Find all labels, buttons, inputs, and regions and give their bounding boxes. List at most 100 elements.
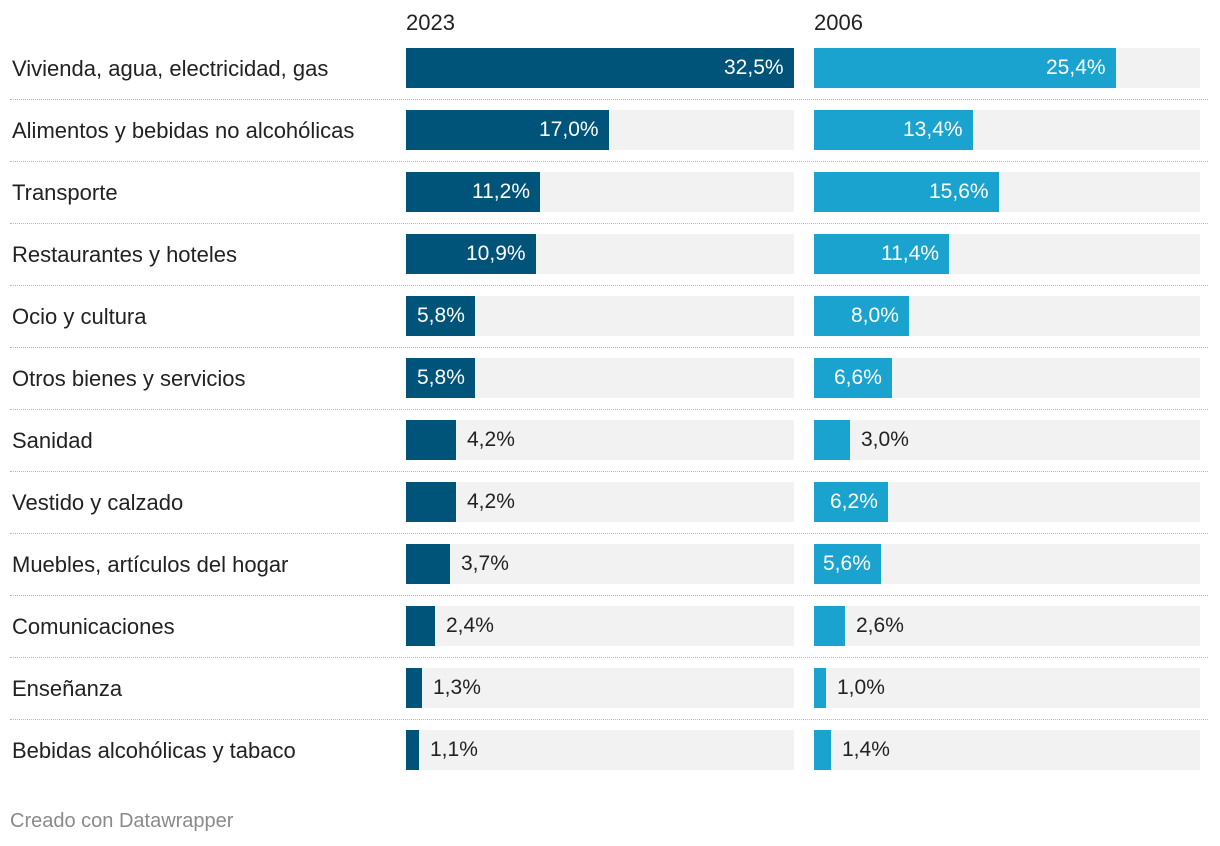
bar-2006[interactable] <box>814 668 826 708</box>
chart-row: Comunicaciones 2,4% 2,6% <box>10 606 1208 668</box>
value-label-2006: 3,0% <box>861 428 909 451</box>
bar-2023[interactable] <box>406 48 794 88</box>
value-label-2006: 25,4% <box>1046 56 1106 79</box>
bar-track-2023: 1,1% <box>406 730 794 770</box>
bar-track-2023: 2,4% <box>406 606 794 646</box>
bar-track-2023: 3,7% <box>406 544 794 584</box>
category-label: Bebidas alcohólicas y tabaco <box>12 738 296 763</box>
bar-2023[interactable] <box>406 234 536 274</box>
bar-2006[interactable] <box>814 730 831 770</box>
bar-2006[interactable] <box>814 482 888 522</box>
category-label: Otros bienes y servicios <box>12 366 246 391</box>
row-divider <box>10 161 1208 162</box>
bar-2006[interactable] <box>814 110 973 150</box>
bar-2023[interactable] <box>406 172 540 212</box>
value-label-2023: 10,9% <box>466 242 526 265</box>
value-label-2023: 1,3% <box>433 676 481 699</box>
category-label: Vivienda, agua, electricidad, gas <box>12 56 329 81</box>
category-label: Vestido y calzado <box>12 490 184 515</box>
value-label-2023: 11,2% <box>472 180 530 203</box>
bar-track-2023: 10,9% <box>406 234 794 274</box>
value-label-2006: 5,6% <box>823 552 871 575</box>
bar-2023[interactable] <box>406 544 450 584</box>
value-label-2006: 8,0% <box>851 304 899 327</box>
value-label-2023: 2,4% <box>446 614 494 637</box>
bar-2006[interactable] <box>814 420 850 460</box>
bar-2006[interactable] <box>814 544 881 584</box>
bar-track-2006: 1,4% <box>814 730 1200 770</box>
bar-2023[interactable] <box>406 296 475 336</box>
bar-2023[interactable] <box>406 668 422 708</box>
row-divider <box>10 285 1208 286</box>
value-label-2023: 5,8% <box>417 304 465 327</box>
row-divider <box>10 347 1208 348</box>
bar-track-2006: 8,0% <box>814 296 1200 336</box>
chart-row: Restaurantes y hoteles 10,9% 11,4% <box>10 234 1208 296</box>
chart-row: Bebidas alcohólicas y tabaco 1,1% 1,4% <box>10 730 1208 792</box>
chart-row: Sanidad 4,2% 3,0% <box>10 420 1208 482</box>
row-divider <box>10 595 1208 596</box>
bar-track-2023: 4,2% <box>406 482 794 522</box>
value-label-2006: 6,6% <box>834 366 882 389</box>
bar-track-2006: 5,6% <box>814 544 1200 584</box>
value-label-2023: 4,2% <box>467 428 515 451</box>
value-label-2006: 15,6% <box>929 180 989 203</box>
row-divider <box>10 719 1208 720</box>
value-label-2006: 13,4% <box>903 118 963 141</box>
bar-2006[interactable] <box>814 358 892 398</box>
value-label-2023: 3,7% <box>461 552 509 575</box>
bar-2023[interactable] <box>406 606 435 646</box>
bar-track-2023: 5,8% <box>406 358 794 398</box>
bar-track-2006: 25,4% <box>814 48 1200 88</box>
bar-track-2006: 3,0% <box>814 420 1200 460</box>
bar-2023[interactable] <box>406 420 456 460</box>
bar-2023[interactable] <box>406 482 456 522</box>
category-label: Alimentos y bebidas no alcohólicas <box>12 118 355 143</box>
value-label-2023: 4,2% <box>467 490 515 513</box>
value-label-2006: 6,2% <box>830 490 878 513</box>
value-label-2006: 2,6% <box>856 614 904 637</box>
value-label-2023: 17,0% <box>539 118 599 141</box>
category-label: Ocio y cultura <box>12 304 147 329</box>
category-label: Transporte <box>12 180 118 205</box>
bar-track-2006: 2,6% <box>814 606 1200 646</box>
chart-row: Vivienda, agua, electricidad, gas 32,5% 25… <box>10 48 1208 110</box>
bar-2006[interactable] <box>814 606 845 646</box>
bar-2023[interactable] <box>406 110 609 150</box>
column-header-2023: 2023 <box>406 10 455 35</box>
value-label-2006: 1,4% <box>842 738 890 761</box>
row-divider <box>10 533 1208 534</box>
bar-track-2006: 1,0% <box>814 668 1200 708</box>
bar-track-2006: 13,4% <box>814 110 1200 150</box>
value-label-2023: 32,5% <box>724 56 784 79</box>
value-label-2006: 1,0% <box>837 676 885 699</box>
credit-footer[interactable]: Creado con Datawrapper <box>10 810 234 832</box>
chart-row: Otros bienes y servicios 5,8% 6,6% <box>10 358 1208 420</box>
chart-row: Alimentos y bebidas no alcohólicas 17,0% 1… <box>10 110 1208 172</box>
category-label: Enseñanza <box>12 676 123 701</box>
category-label: Restaurantes y hoteles <box>12 242 238 267</box>
bar-2023[interactable] <box>406 730 419 770</box>
chart-row: Vestido y calzado 4,2% 6,2% <box>10 482 1208 544</box>
category-label: Comunicaciones <box>12 614 175 639</box>
chart-row: Muebles, artículos del hogar 3,7% 5,6% <box>10 544 1208 606</box>
bar-2023[interactable] <box>406 358 475 398</box>
bar-track-2023: 32,5% <box>406 48 794 88</box>
row-divider <box>10 471 1208 472</box>
category-label: Sanidad <box>12 428 93 453</box>
bar-2006[interactable] <box>814 296 909 336</box>
chart-row: Transporte 11,2% 15,6% <box>10 172 1208 234</box>
bar-2006[interactable] <box>814 172 999 212</box>
row-divider <box>10 409 1208 410</box>
bar-track-2023: 17,0% <box>406 110 794 150</box>
row-divider <box>10 657 1208 658</box>
category-label: Muebles, artículos del hogar <box>12 552 289 577</box>
bar-2006[interactable] <box>814 48 1116 88</box>
row-divider <box>10 223 1208 224</box>
value-label-2006: 11,4% <box>881 242 939 265</box>
bar-track-2006: 6,6% <box>814 358 1200 398</box>
chart-row: Ocio y cultura 5,8% 8,0% <box>10 296 1208 358</box>
row-divider <box>10 99 1208 100</box>
bar-track-2006: 15,6% <box>814 172 1200 212</box>
bar-2006[interactable] <box>814 234 949 274</box>
